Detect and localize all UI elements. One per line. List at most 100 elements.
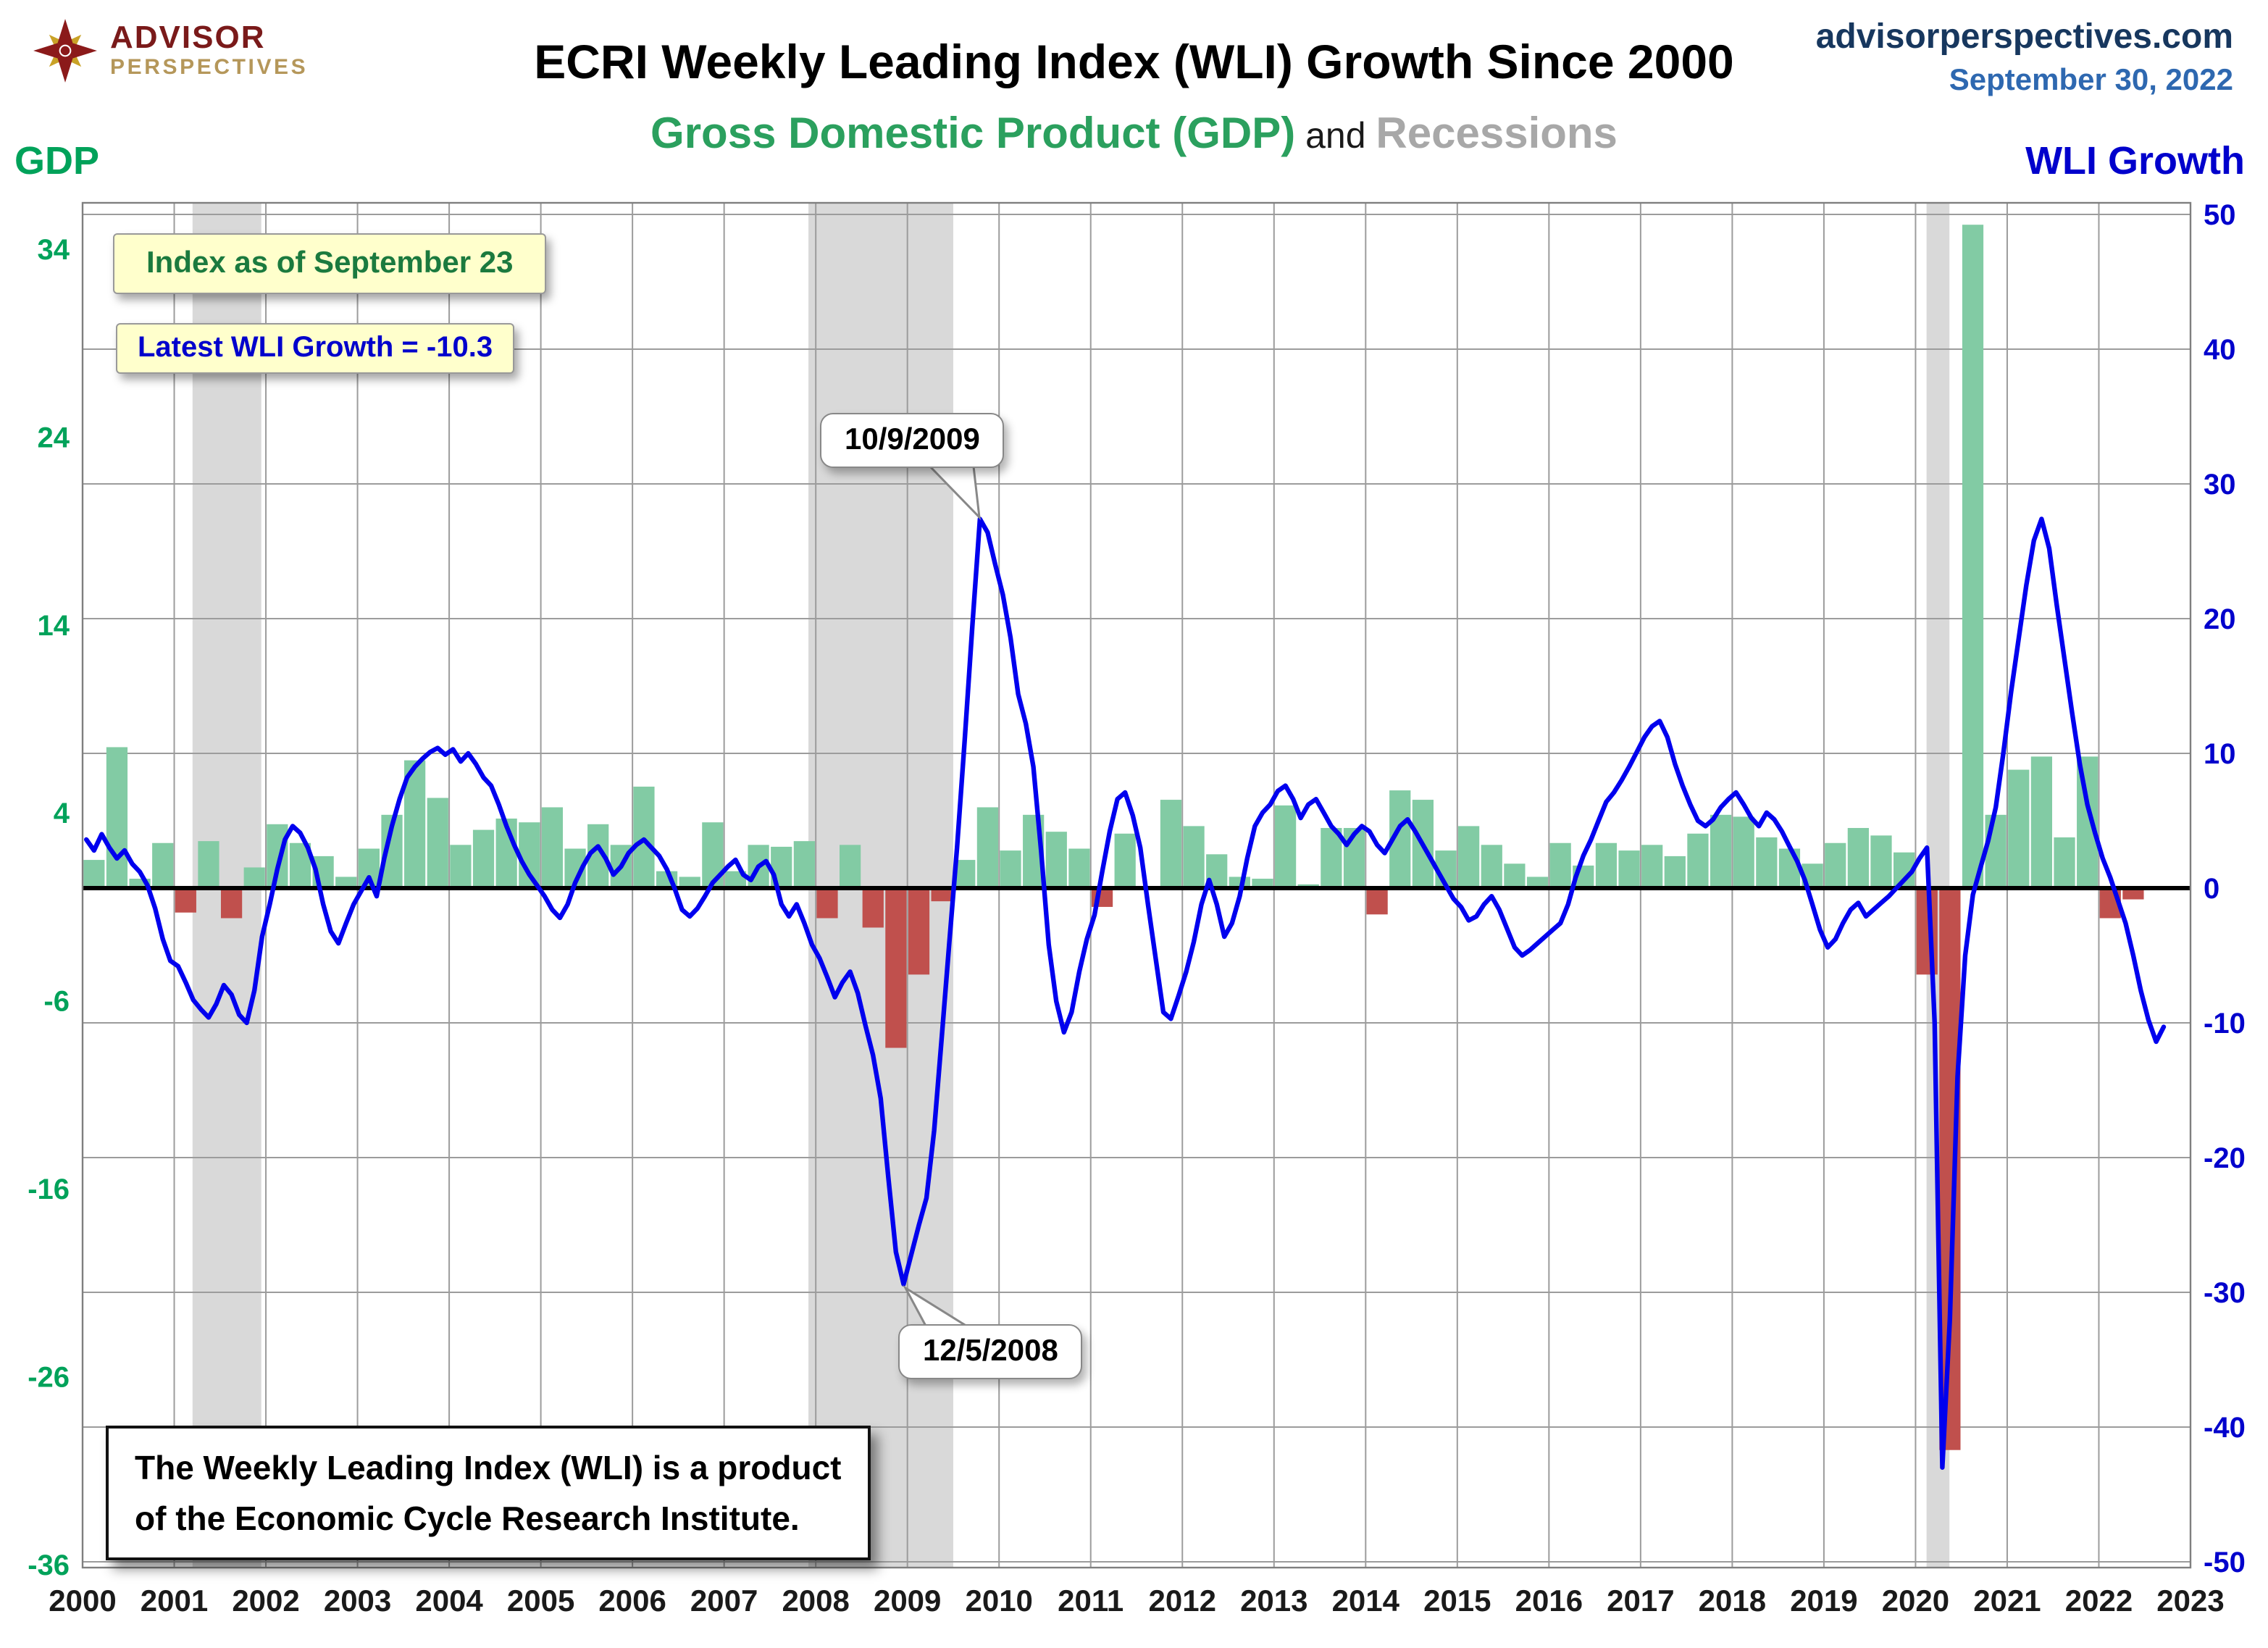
gdp-bar [1962, 225, 1984, 889]
wli-tick-label: 30 [2204, 469, 2236, 501]
year-tick-label: 2005 [507, 1584, 574, 1618]
gdp-tick-label: 34 [38, 234, 70, 266]
gdp-bar [175, 888, 196, 913]
year-tick-label: 2003 [324, 1584, 391, 1618]
year-tick-label: 2000 [49, 1584, 116, 1618]
gdp-bar [152, 842, 174, 888]
gdp-bar [1321, 827, 1342, 888]
gdp-bar [1000, 850, 1021, 888]
year-tick-label: 2022 [2065, 1584, 2133, 1618]
index-asof-note: Index as of September 23 [113, 233, 547, 294]
year-tick-label: 2009 [874, 1584, 941, 1618]
wli-footnote-box: The Weekly Leading Index (WLI) is a prod… [106, 1426, 871, 1560]
gdp-bar [1756, 837, 1778, 888]
gdp-bar [793, 841, 815, 888]
gdp-bar [427, 798, 448, 888]
wli-growth-line [83, 516, 2167, 1471]
year-tick-label: 2015 [1423, 1584, 1491, 1618]
year-tick-label: 2002 [232, 1584, 299, 1618]
year-tick-label: 2021 [1973, 1584, 2041, 1618]
wli-tick-label: -20 [2204, 1142, 2246, 1174]
gdp-bar [1068, 848, 1090, 888]
gdp-bar [1664, 856, 1686, 888]
gdp-bar [1778, 848, 1801, 888]
gdp-tick-label: -6 [43, 986, 70, 1018]
year-tick-label: 2011 [1058, 1584, 1123, 1618]
year-tick-label: 2017 [1607, 1584, 1674, 1618]
gdp-bar [885, 888, 907, 1048]
year-tick-label: 2008 [782, 1584, 849, 1618]
gdp-bar [106, 747, 128, 888]
subtitle-and: and [1295, 116, 1376, 156]
year-tick-label: 2006 [598, 1584, 666, 1618]
logo-advisor-text: ADVISOR [110, 19, 266, 56]
gdp-bar [198, 841, 219, 888]
gdp-tick-label: 4 [54, 798, 70, 829]
compass-rose-icon [33, 19, 97, 83]
wli-tick-label: 40 [2204, 334, 2236, 366]
year-tick-label: 2020 [1882, 1584, 1949, 1618]
wli-tick-label: -50 [2204, 1547, 2246, 1578]
wli-tick-label: 50 [2204, 199, 2236, 231]
gdp-bar [1274, 805, 1297, 888]
source-block: advisorperspectives.com September 30, 20… [1816, 17, 2233, 99]
subtitle-gdp: Gross Domestic Product (GDP) [650, 110, 1296, 158]
year-tick-label: 2001 [141, 1584, 208, 1618]
subtitle-recessions: Recessions [1376, 110, 1618, 158]
gdp-bar [2054, 837, 2075, 888]
chart-date: September 30, 2022 [1949, 64, 2233, 97]
gdp-bar [2030, 756, 2053, 888]
gdp-bar [1526, 877, 1549, 888]
logo-perspectives-text: PERSPECTIVES [110, 54, 309, 80]
gdp-bar [1160, 800, 1182, 888]
year-tick-label: 2023 [2156, 1584, 2224, 1618]
right-axis-title: WLI Growth [2025, 139, 2245, 183]
year-tick-label: 2016 [1515, 1584, 1583, 1618]
gdp-bar [83, 860, 105, 888]
gdp-bar [220, 888, 243, 919]
trough-date-callout: 12/5/2008 [898, 1324, 1083, 1379]
gdp-bar [1252, 879, 1273, 888]
gdp-bar [1618, 850, 1640, 888]
gdp-bar [724, 871, 747, 888]
wli-tick-label: -30 [2204, 1277, 2246, 1309]
gdp-bar [908, 888, 930, 975]
footnote-line-2: of the Economic Cycle Research Institute… [135, 1499, 800, 1536]
plot-border [81, 201, 2192, 1569]
gdp-bar [1458, 826, 1480, 888]
advisor-perspectives-logo: ADVISOR PERSPECTIVES [32, 17, 308, 84]
gdp-bar [1549, 842, 1571, 888]
gdp-bar [976, 807, 999, 888]
gdp-bar [1045, 832, 1067, 888]
year-tick-label: 2019 [1790, 1584, 1857, 1618]
chart-title: ECRI Weekly Leading Index (WLI) Growth S… [534, 35, 1734, 88]
gdp-bar [541, 807, 564, 888]
year-tick-label: 2013 [1240, 1584, 1307, 1618]
left-axis-title: GDP [14, 139, 100, 183]
chart-subtitle: Gross Domestic Product (GDP) and Recessi… [0, 110, 2268, 159]
gdp-bar [243, 867, 265, 888]
gdp-bar [1504, 863, 1526, 888]
gdp-bar [840, 845, 861, 888]
gdp-bar [1114, 833, 1136, 888]
gdp-tick-label: -16 [28, 1174, 70, 1205]
gdp-bar [931, 888, 953, 902]
gdp-bar [1641, 845, 1663, 888]
gdp-bar [1687, 833, 1709, 888]
gdp-bar [1595, 842, 1618, 888]
gdp-tick-label: 14 [38, 610, 70, 642]
gdp-bar [679, 877, 700, 888]
peak-date-callout: 10/9/2009 [820, 413, 1005, 468]
gdp-bar [335, 877, 357, 888]
gdp-bar [1985, 814, 2007, 888]
gdp-bar [450, 845, 472, 888]
gdp-bar [1183, 826, 1205, 888]
gdp-tick-label: -36 [28, 1549, 70, 1581]
wli-tick-label: -10 [2204, 1008, 2246, 1040]
gdp-bar [1481, 845, 1502, 888]
gdp-bar [1733, 816, 1754, 888]
year-tick-label: 2018 [1699, 1584, 1766, 1618]
gdp-bar [1825, 842, 1846, 888]
